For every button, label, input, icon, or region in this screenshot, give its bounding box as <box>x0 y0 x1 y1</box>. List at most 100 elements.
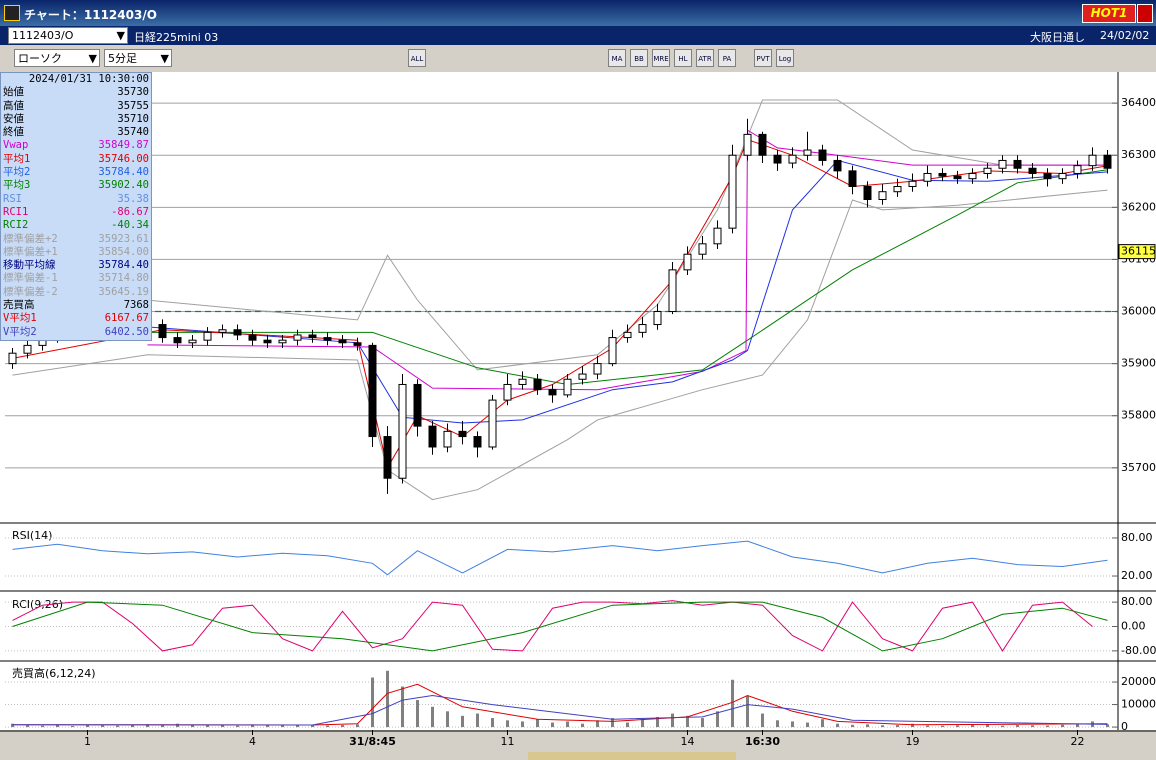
info-row: RCI2 -40.34 <box>1 219 151 232</box>
y-tick-label: 10000 <box>1121 698 1156 711</box>
volume-bar <box>251 724 254 728</box>
candle-body <box>833 159 842 172</box>
volume-bar <box>611 718 614 728</box>
x-tick-label: 4 <box>249 735 256 748</box>
volume-bar <box>1046 725 1049 728</box>
candle-body <box>8 352 17 365</box>
info-row: 平均2 35784.40 <box>1 166 151 179</box>
info-row: Vwap 35849.87 <box>1 139 151 152</box>
info-value: 35849.87 <box>98 139 149 152</box>
panel-title: 売買高(6,12,24) <box>12 666 96 680</box>
tool-button[interactable]: HL <box>674 49 692 67</box>
y-tick-label: -80.00 <box>1121 644 1156 657</box>
candle-body <box>1028 167 1037 174</box>
info-label: 始値 <box>3 86 24 99</box>
hot-button[interactable]: HOT1 <box>1082 4 1136 23</box>
candle-body <box>158 324 167 339</box>
volume-bar <box>341 725 344 728</box>
candle-body <box>788 154 797 164</box>
x-axis-area <box>0 730 1156 760</box>
volume-bar <box>626 722 629 728</box>
candle-body <box>488 399 497 448</box>
tool-button[interactable]: BB <box>630 49 648 67</box>
tool-button[interactable]: MA <box>608 49 626 67</box>
volume-bar <box>596 720 599 728</box>
volume-bar <box>161 724 164 728</box>
info-label: 平均1 <box>3 152 31 165</box>
date: 24/02/02 <box>1100 29 1150 42</box>
chart: 36400 36300 36200 36100 36000 35900 35800 35700… <box>0 72 1156 760</box>
candle-body <box>983 167 992 174</box>
symbol-combo[interactable]: 1112403/O ▼ <box>8 27 128 44</box>
series-line <box>12 138 1108 470</box>
volume-bar <box>701 718 704 728</box>
info-label: 標準偏差-2 <box>3 285 58 298</box>
candle-body <box>608 337 617 365</box>
dropdown-arrow: ▼ <box>160 52 169 65</box>
tool-button[interactable]: ATR <box>696 49 714 67</box>
info-row: 平均1 35746.00 <box>1 153 151 166</box>
app-icon <box>4 5 20 21</box>
candle-body <box>1073 165 1082 174</box>
info-value: 35740 <box>117 126 149 139</box>
volume-bar <box>1031 725 1034 728</box>
candle-body <box>998 159 1007 169</box>
info-value: -40.34 <box>111 219 149 232</box>
info-panel: 2024/01/31 10:30:00 始値 35730 高値 35755 安値 3571… <box>0 72 152 341</box>
info-label: 安値 <box>3 112 24 125</box>
tool-button[interactable]: MRE <box>652 49 670 67</box>
candle-body <box>473 436 482 448</box>
candle-body <box>203 331 212 341</box>
volume-bar <box>911 723 914 728</box>
tool-button[interactable]: PVT <box>754 49 772 67</box>
volume-bar <box>236 725 239 728</box>
info-value: 6167.67 <box>104 312 149 325</box>
symbol: 1112403/O <box>12 29 74 42</box>
candle-body <box>743 133 752 156</box>
y-tick-label: 35900 <box>1121 357 1156 370</box>
info-value: 35923.61 <box>98 232 149 245</box>
series-line <box>12 601 1108 652</box>
volume-bar <box>896 725 899 728</box>
tool-button[interactable]: ALL <box>408 49 426 67</box>
volume-bar <box>581 723 584 728</box>
volume-bar <box>146 724 149 728</box>
info-row: 移動平均線 35784.40 <box>1 259 151 272</box>
candle-body <box>278 339 287 344</box>
volume-bar <box>221 725 224 728</box>
scroll-tab <box>528 752 736 760</box>
volume-bar <box>116 725 119 728</box>
candle-body <box>338 339 347 344</box>
y-tick-label: 36100 <box>1121 252 1156 265</box>
volume-bar <box>476 713 479 728</box>
series-line <box>12 159 1108 424</box>
series-line <box>12 600 1093 652</box>
volume-bar <box>521 721 524 728</box>
info-row: RCI1 -86.67 <box>1 206 151 219</box>
volume-bar <box>1076 723 1079 728</box>
volume-bar <box>506 720 509 728</box>
volume-bar <box>206 725 209 728</box>
candle-body <box>1058 172 1067 180</box>
info-row: 終値 35740 <box>1 126 151 139</box>
interval-combo[interactable]: 5分足 ▼ <box>104 49 172 67</box>
close-button[interactable] <box>1137 4 1153 23</box>
volume-bar <box>851 724 854 728</box>
info-value: 35746.00 <box>98 152 149 165</box>
candle-body <box>218 329 227 333</box>
candle-body <box>1043 172 1052 180</box>
volume-bar <box>356 724 359 728</box>
chart-type-combo[interactable]: ローソク ▼ <box>14 49 100 67</box>
candle-body <box>23 344 32 354</box>
info-value: 35902.40 <box>98 179 149 192</box>
series-line <box>12 694 1108 726</box>
candle-body <box>953 175 962 180</box>
candle-body <box>398 383 407 479</box>
candle-body <box>173 337 182 344</box>
dropdown-arrow: ▼ <box>88 52 97 65</box>
tool-button[interactable]: PA RA <box>718 49 736 67</box>
candle-body <box>293 334 302 341</box>
candle-body <box>668 269 677 313</box>
tool-button[interactable]: Log <box>776 49 794 67</box>
y-tick-label: 36000 <box>1121 305 1156 318</box>
